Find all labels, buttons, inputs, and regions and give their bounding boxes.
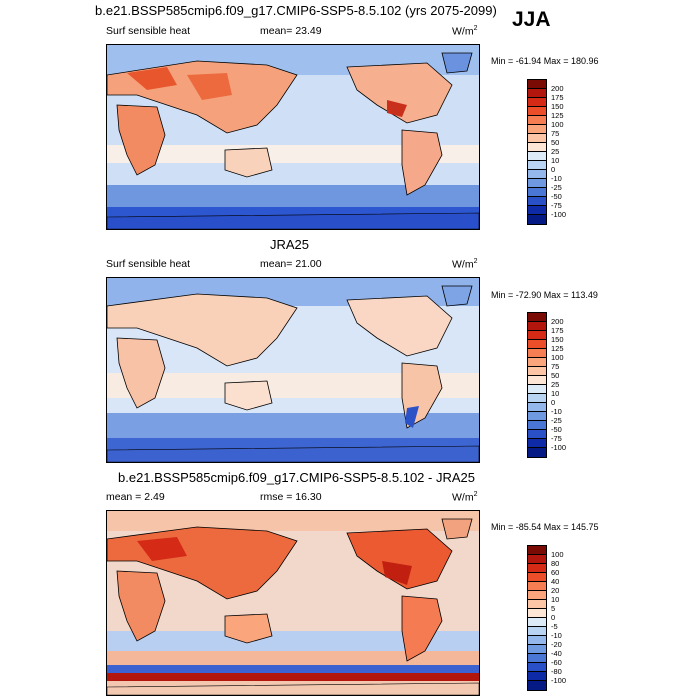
panel-3-mean: mean = 2.49 — [106, 491, 165, 503]
colorbar-tick-label: 40 — [551, 577, 560, 586]
colorbar-tick-label: 10 — [551, 156, 560, 165]
colorbar-tick-label: 0 — [551, 398, 556, 407]
colorbar-tick-label: -10 — [551, 631, 562, 640]
panel-1-mean: mean= 23.49 — [260, 25, 322, 37]
panel-2-minmax: Min = -72.90 Max = 113.49 — [491, 290, 598, 300]
colorbar-tick-label: -50 — [551, 425, 562, 434]
colorbar-tick-label: 100 — [551, 550, 564, 559]
colorbar-tick-label: 75 — [551, 129, 560, 138]
colorbar-panel-1 — [527, 79, 547, 225]
map-panel-3 — [106, 510, 480, 696]
colorbar-tick-label: -50 — [551, 192, 562, 201]
colorbar-tick-label: -25 — [551, 183, 562, 192]
colorbar-tick-label: 60 — [551, 568, 560, 577]
world-map-model — [107, 45, 479, 229]
panel-1-variable: Surf sensible heat — [106, 25, 191, 37]
panel-3-rmse: rmse = 16.30 — [260, 491, 322, 503]
colorbar-tick-label: 50 — [551, 371, 560, 380]
colorbar-tick-label: 25 — [551, 380, 560, 389]
colorbar-tick-label: 50 — [551, 138, 560, 147]
colorbar-tick-label: 200 — [551, 84, 564, 93]
panel-3-title: b.e21.BSSP585cmip6.f09_g17.CMIP6-SSP5-8.… — [118, 470, 475, 485]
colorbar-panel-3 — [527, 545, 547, 691]
season-label: JJA — [512, 8, 551, 31]
colorbar-tick-label: 175 — [551, 326, 564, 335]
colorbar-tick-label: -100 — [551, 676, 567, 685]
world-map-difference — [107, 511, 479, 695]
panel-3-minmax: Min = -85.54 Max = 145.75 — [491, 522, 599, 532]
colorbar-tick-label: -40 — [551, 649, 562, 658]
panel-1-units: W/m2 — [452, 25, 478, 38]
colorbar-tick-label: 200 — [551, 317, 564, 326]
colorbar-tick-label: 150 — [551, 102, 564, 111]
colorbar-tick-label: 20 — [551, 586, 560, 595]
colorbar-tick-label: -5 — [551, 622, 558, 631]
colorbar-tick-label: -10 — [551, 174, 562, 183]
colorbar-tick-label: -75 — [551, 201, 562, 210]
panel-2-units: W/m2 — [452, 258, 478, 271]
colorbar-tick-label: 100 — [551, 353, 564, 362]
colorbar-tick-label: 10 — [551, 389, 560, 398]
colorbar-tick-label: 5 — [551, 604, 556, 613]
colorbar-panel-2 — [527, 312, 547, 458]
colorbar-tick-label: -10 — [551, 407, 562, 416]
colorbar-tick-label: 80 — [551, 559, 560, 568]
panel-2-variable: Surf sensible heat — [106, 258, 191, 270]
colorbar-tick-label: -100 — [551, 210, 567, 219]
colorbar-tick-label: -100 — [551, 443, 567, 452]
colorbar-tick-label: 125 — [551, 111, 564, 120]
colorbar-tick-label: -80 — [551, 667, 562, 676]
colorbar-tick-label: 150 — [551, 335, 564, 344]
colorbar-tick-label: 75 — [551, 362, 560, 371]
colorbar-tick-label: 0 — [551, 165, 556, 174]
map-panel-2 — [106, 277, 480, 463]
colorbar-tick-label: 0 — [551, 613, 556, 622]
panel-2-mean: mean= 21.00 — [260, 258, 322, 270]
colorbar-tick-label: -25 — [551, 416, 562, 425]
panel-1-title: b.e21.BSSP585cmip6.f09_g17.CMIP6-SSP5-8.… — [95, 3, 497, 18]
colorbar-tick-label: -60 — [551, 658, 562, 667]
colorbar-tick-label: 175 — [551, 93, 564, 102]
colorbar-tick-label: 25 — [551, 147, 560, 156]
panel-2-title: JRA25 — [270, 237, 310, 252]
map-panel-1 — [106, 44, 480, 230]
panel-1-minmax: Min = -61.94 Max = 180.96 — [491, 56, 599, 66]
world-map-jra25 — [107, 278, 479, 462]
colorbar-tick-label: 125 — [551, 344, 564, 353]
colorbar-tick-label: 10 — [551, 595, 560, 604]
colorbar-tick-label: 100 — [551, 120, 564, 129]
colorbar-tick-label: -75 — [551, 434, 562, 443]
colorbar-tick-label: -20 — [551, 640, 562, 649]
panel-3-units: W/m2 — [452, 491, 478, 504]
